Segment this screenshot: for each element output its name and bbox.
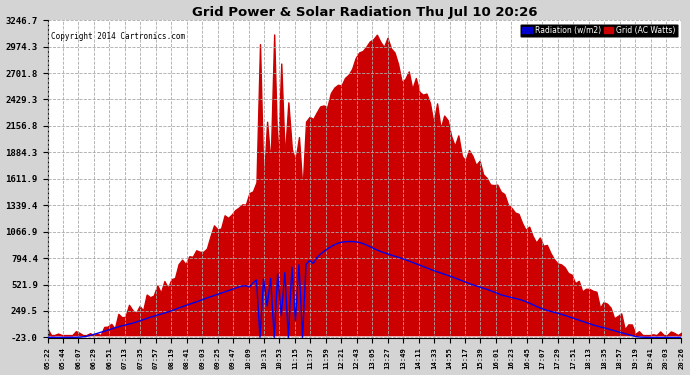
Legend: Radiation (w/m2), Grid (AC Watts): Radiation (w/m2), Grid (AC Watts) — [520, 24, 678, 37]
Title: Grid Power & Solar Radiation Thu Jul 10 20:26: Grid Power & Solar Radiation Thu Jul 10 … — [192, 6, 538, 18]
Text: Copyright 2014 Cartronics.com: Copyright 2014 Cartronics.com — [50, 33, 185, 42]
